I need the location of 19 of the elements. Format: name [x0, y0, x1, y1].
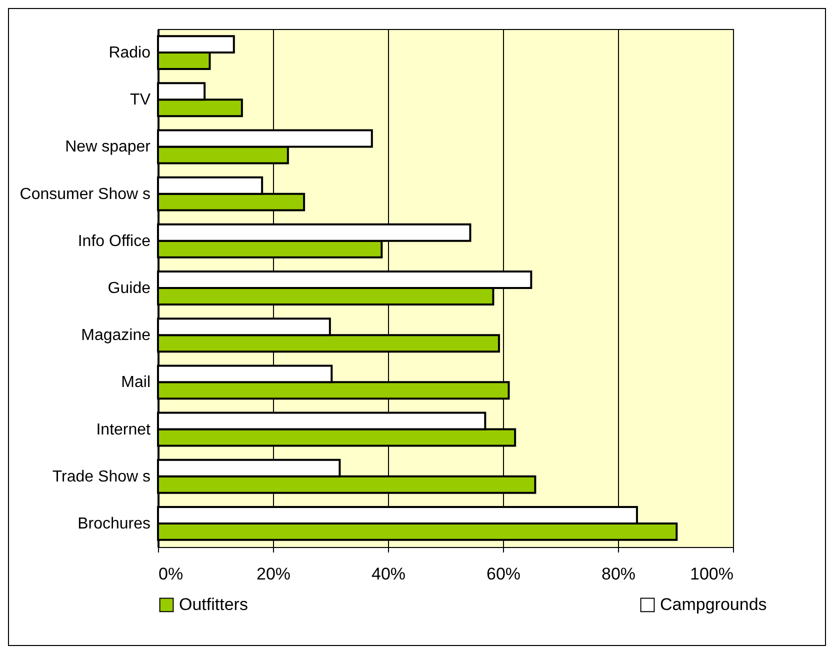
- y-tick-label: New spaper: [65, 138, 152, 156]
- y-tick-label: Radio: [108, 44, 151, 62]
- x-tick-label: 80%: [601, 564, 636, 584]
- y-tick-label: Consumer Show s: [20, 186, 150, 203]
- y-tick-label: TV: [130, 92, 151, 109]
- legend-label: Campgrounds: [660, 594, 767, 614]
- y-tick-label: Mail: [121, 374, 150, 392]
- x-tick-label: 40%: [371, 564, 406, 584]
- y-tick-label: Magazine: [81, 327, 151, 344]
- x-tick-label: 0%: [158, 564, 184, 584]
- y-tick-label: Guide: [108, 280, 151, 297]
- legend-label: Outfitters: [179, 594, 248, 614]
- y-tick-label: Brochures: [78, 515, 150, 532]
- x-tick-label: 20%: [256, 564, 291, 584]
- x-tick-label: 100%: [690, 564, 734, 584]
- y-tick-label: Internet: [96, 421, 152, 438]
- y-tick-label: Info Office: [78, 232, 151, 250]
- y-tick-label: Trade Show s: [52, 468, 150, 486]
- x-tick-label: 60%: [486, 564, 521, 584]
